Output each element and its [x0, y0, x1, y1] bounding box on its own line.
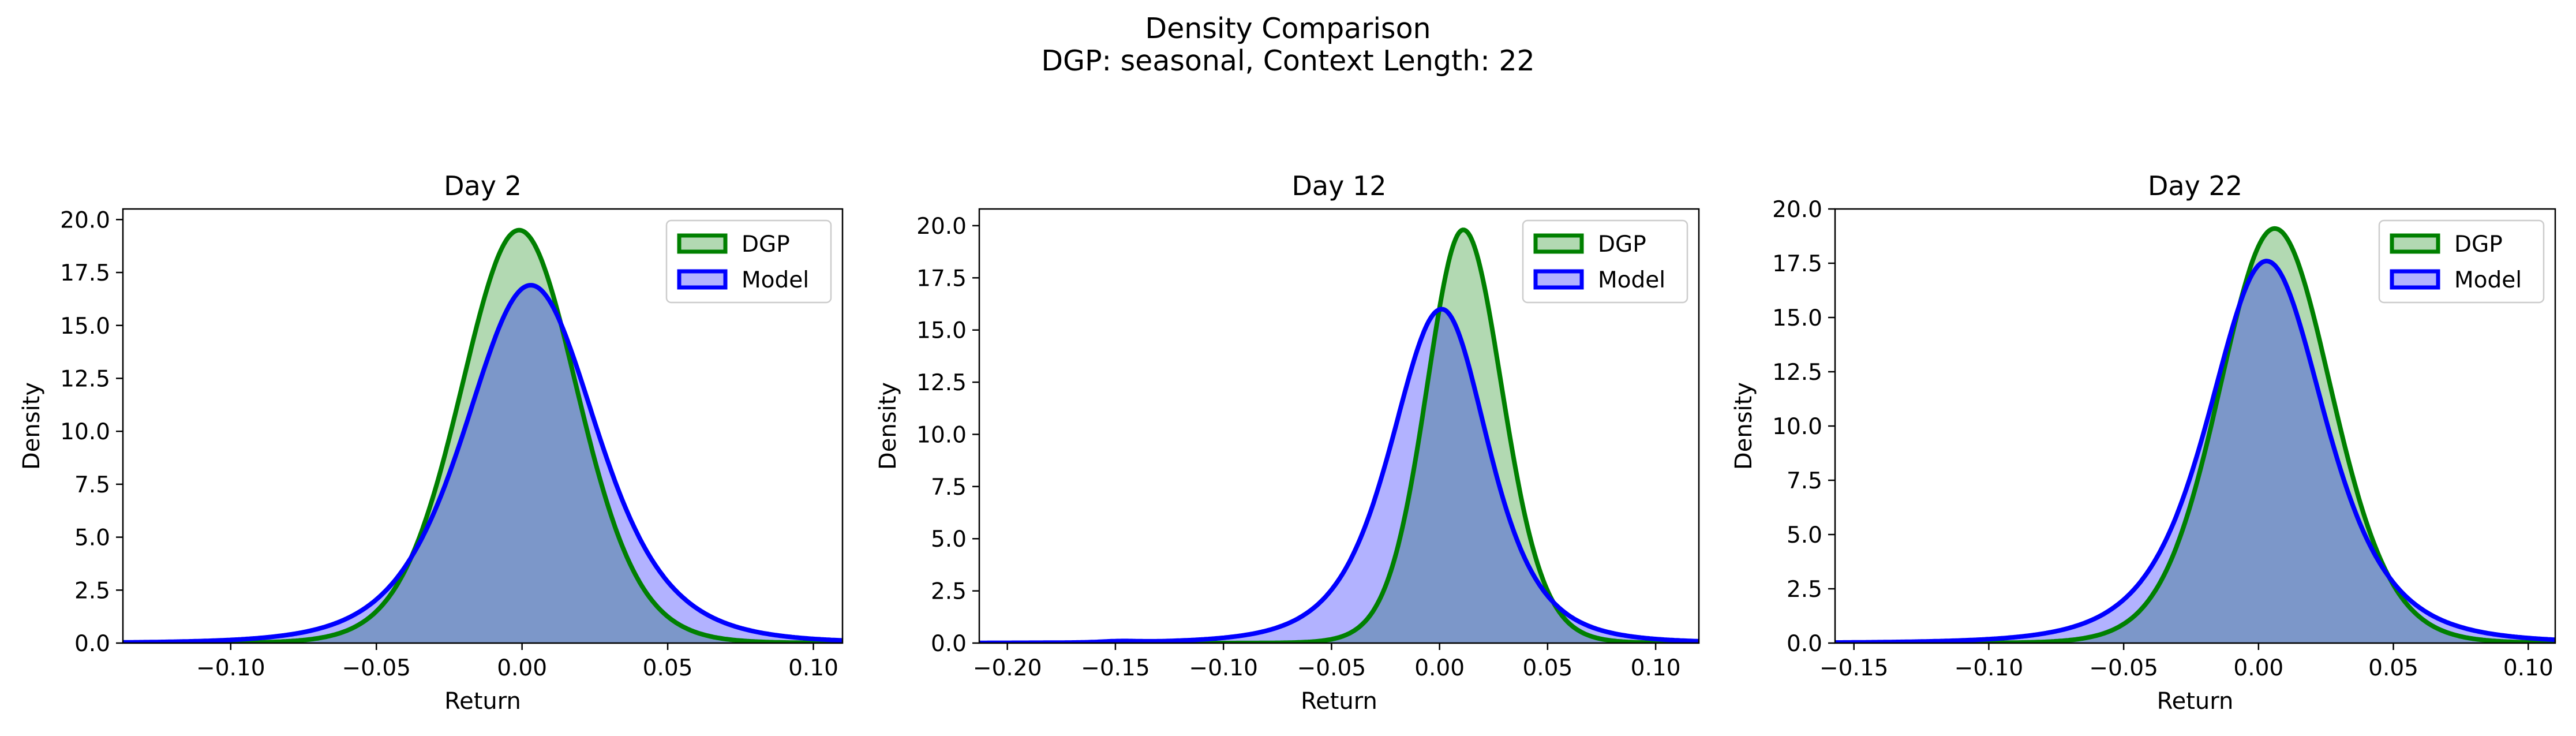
- x-tick-label: 0.00: [2233, 655, 2283, 681]
- subplot-title: Day 12: [1292, 170, 1387, 201]
- legend-box: [2378, 219, 2545, 304]
- y-axis-label: Density: [875, 382, 901, 470]
- x-tick-label: −0.15: [1081, 655, 1150, 681]
- legend-label: Model: [742, 267, 809, 293]
- legend: DGP Model: [1522, 219, 1688, 304]
- y-tick-label: 2.5: [74, 578, 110, 604]
- legend-label: DGP: [742, 231, 790, 257]
- dgp-density-fill: [1835, 228, 2555, 643]
- legend-swatch: [677, 269, 728, 290]
- x-tick-label: 0.05: [643, 655, 693, 681]
- y-tick-label: 5.0: [1787, 522, 1822, 548]
- x-tick-label: −0.05: [1297, 655, 1366, 681]
- y-tick-label: 15.0: [60, 313, 110, 339]
- subplot-day-3: −0.15 −0.10 −0.05 0.00 0.05 0.10 0.0 2.5 5.0 7.5 1…: [1731, 170, 2556, 715]
- y-tick-label: 5.0: [74, 525, 110, 551]
- y-tick-label: 7.5: [1787, 468, 1822, 494]
- legend-item-model: Model: [2390, 267, 2522, 293]
- legend-swatch: [677, 233, 728, 254]
- subplot-title: Day 22: [2148, 170, 2242, 201]
- y-tick-label: 12.5: [60, 366, 110, 392]
- subplot-title: Day 2: [444, 170, 522, 201]
- legend: DGP Model: [665, 219, 832, 304]
- y-axis-label: Density: [18, 382, 45, 470]
- y-tick-label: 20.0: [1772, 197, 1822, 223]
- y-tick-label: 20.0: [60, 207, 110, 233]
- x-tick-label: 0.10: [788, 655, 838, 681]
- figure-title-line2: DGP: seasonal, Context Length: 22: [1041, 44, 1534, 77]
- x-tick-label: −0.10: [1189, 655, 1258, 681]
- x-axis-label: Return: [2157, 688, 2234, 715]
- x-tick-label: −0.10: [196, 655, 265, 681]
- y-tick-label: 2.5: [931, 579, 967, 605]
- y-tick-label: 12.5: [916, 370, 967, 396]
- y-tick-label: 20.0: [916, 214, 967, 240]
- x-tick-label: 0.10: [2503, 655, 2553, 681]
- legend-item-dgp: DGP: [677, 231, 790, 257]
- legend: DGP Model: [2378, 219, 2545, 304]
- model-density-fill: [123, 285, 843, 643]
- y-tick-label: 17.5: [60, 260, 110, 286]
- model-density-line: [123, 283, 843, 643]
- plot-area: [979, 227, 1699, 643]
- y-tick-label: 7.5: [74, 472, 110, 498]
- legend-swatch: [2390, 233, 2440, 254]
- x-tick-label: −0.10: [1955, 655, 2024, 681]
- y-tick-label: 0.0: [931, 631, 967, 657]
- legend-item-dgp: DGP: [1533, 231, 1646, 257]
- y-tick-label: 10.0: [1772, 414, 1822, 440]
- y-tick-label: 10.0: [60, 419, 110, 445]
- model-density-line: [979, 307, 1699, 643]
- legend-label: DGP: [1598, 231, 1646, 257]
- y-tick-label: 17.5: [1772, 251, 1822, 277]
- subplot-day-2: −0.20 −0.15 −0.10 −0.05 0.00 0.05 0.10 0.0 2.5 5.…: [875, 170, 1700, 715]
- subplot-grid: −0.10 −0.05 0.00 0.05 0.10 0.0 2.5 5.0 7.5 10.0 12…: [18, 170, 2556, 715]
- y-tick-label: 7.5: [931, 475, 967, 500]
- legend-swatch: [1533, 233, 1584, 254]
- x-tick-label: 0.10: [1631, 655, 1681, 681]
- x-tick-label: 0.05: [2368, 655, 2418, 681]
- y-axis-label: Density: [1731, 382, 1757, 470]
- axes-frame: [978, 208, 1700, 644]
- y-tick-label: 5.0: [931, 526, 967, 552]
- legend-label: Model: [2454, 267, 2522, 293]
- y-tick-label: 17.5: [916, 266, 967, 292]
- model-density-fill: [1835, 261, 2555, 643]
- legend-swatch: [2390, 269, 2440, 290]
- x-tick-label: −0.05: [342, 655, 411, 681]
- y-tick-label: 12.5: [1772, 360, 1822, 386]
- dgp-density-fill: [123, 230, 843, 643]
- legend-item-model: Model: [1533, 267, 1665, 293]
- x-tick-label: −0.20: [973, 655, 1042, 681]
- x-axis-label: Return: [1301, 688, 1377, 715]
- x-tick-label: −0.15: [1819, 655, 1889, 681]
- y-tick-label: 0.0: [1787, 631, 1822, 657]
- dgp-density-line: [979, 227, 1699, 643]
- model-density-line: [1835, 259, 2555, 643]
- legend-box: [665, 219, 832, 304]
- x-tick-label: 0.00: [1414, 655, 1465, 681]
- x-tick-label: −0.05: [2089, 655, 2158, 681]
- legend-label: DGP: [2454, 231, 2503, 257]
- legend-label: Model: [1598, 267, 1665, 293]
- x-axis-label: Return: [444, 688, 521, 715]
- legend-item-dgp: DGP: [2390, 231, 2503, 257]
- figure-title-line1: Density Comparison: [1145, 12, 1431, 45]
- y-tick-label: 10.0: [916, 422, 967, 448]
- legend-box: [1522, 219, 1688, 304]
- x-tick-label: 0.00: [497, 655, 547, 681]
- legend-swatch: [1533, 269, 1584, 290]
- axes-frame: [122, 208, 844, 644]
- x-tick-label: 0.05: [1522, 655, 1572, 681]
- subplot-day-1: −0.10 −0.05 0.00 0.05 0.10 0.0 2.5 5.0 7.5 10.0 12…: [18, 170, 844, 715]
- legend-item-model: Model: [677, 267, 809, 293]
- y-tick-label: 2.5: [1787, 577, 1822, 603]
- y-tick-label: 15.0: [1772, 305, 1822, 331]
- y-tick-label: 15.0: [916, 318, 967, 344]
- y-tick-label: 0.0: [74, 631, 110, 657]
- model-density-fill: [979, 309, 1699, 643]
